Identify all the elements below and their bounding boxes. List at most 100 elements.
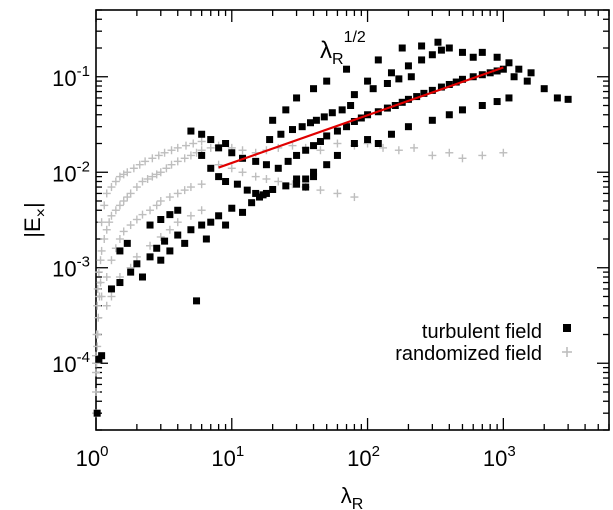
legend-marker-turbulent <box>563 324 571 332</box>
turbulent-point <box>123 239 131 247</box>
turbulent-point <box>510 73 518 81</box>
randomized-point <box>92 368 100 377</box>
turbulent-point <box>228 149 236 157</box>
turbulent-point <box>434 38 442 46</box>
turbulent-point <box>350 140 358 148</box>
turbulent-point <box>98 352 106 360</box>
turbulent-point <box>469 53 477 61</box>
randomized-point <box>95 292 104 301</box>
turbulent-point <box>343 65 351 73</box>
randomized-point <box>189 139 198 148</box>
turbulent-point <box>310 85 318 93</box>
randomized-point <box>156 168 165 177</box>
turbulent-point <box>207 136 215 144</box>
randomized-point <box>123 193 132 202</box>
randomized-point <box>107 292 116 301</box>
x-axis-label: λR <box>341 483 364 510</box>
turbulent-point <box>239 208 247 216</box>
turbulent-point <box>269 116 277 124</box>
turbulent-point <box>499 65 507 73</box>
turbulent-point <box>333 151 341 159</box>
turbulent-point <box>312 116 320 124</box>
turbulent-point <box>428 51 436 59</box>
randomized-point <box>238 168 247 177</box>
randomized-point <box>197 137 206 146</box>
turbulent-point <box>404 62 412 70</box>
turbulent-point <box>222 140 230 148</box>
turbulent-point <box>146 221 154 229</box>
turbulent-point <box>395 75 403 83</box>
turbulent-point <box>269 185 277 193</box>
randomized-point <box>100 201 109 210</box>
randomized-point <box>165 193 174 202</box>
turbulent-point <box>302 175 310 183</box>
randomized-point <box>333 139 342 148</box>
randomized-point <box>126 189 135 198</box>
randomized-point <box>100 235 109 244</box>
turbulent-point <box>293 180 301 188</box>
legend-label-randomized: randomized field <box>395 343 542 365</box>
randomized-point <box>262 174 271 183</box>
randomized-point <box>97 218 106 227</box>
turbulent-point <box>198 151 206 159</box>
turbulent-point <box>310 168 318 176</box>
turbulent-point <box>146 253 154 261</box>
turbulent-point <box>374 56 382 64</box>
randomized-point <box>132 215 141 224</box>
turbulent-point <box>310 142 318 150</box>
x-tick-label: 103 <box>483 443 516 471</box>
randomized-point <box>111 206 120 215</box>
randomized-point <box>94 313 103 322</box>
randomized-point <box>105 218 114 227</box>
randomized-point <box>186 211 195 220</box>
turbulent-point <box>540 85 548 93</box>
turbulent-point <box>307 119 315 127</box>
turbulent-point <box>293 151 301 159</box>
turbulent-point <box>293 94 301 102</box>
randomized-point <box>173 189 182 198</box>
randomized-point <box>162 164 171 173</box>
fit-label-main: λ <box>320 37 332 64</box>
turbulent-point <box>420 89 428 97</box>
randomized-point <box>93 330 102 339</box>
turbulent-point <box>274 164 282 172</box>
turbulent-point <box>323 161 331 169</box>
turbulent-point <box>469 73 477 81</box>
randomized-point <box>132 252 141 261</box>
turbulent-point <box>493 53 501 61</box>
randomized-point <box>96 256 105 265</box>
turbulent-point <box>505 94 513 102</box>
randomized-point <box>148 154 157 163</box>
randomized-point <box>93 284 102 293</box>
randomized-point <box>167 146 176 155</box>
turbulent-point <box>116 279 124 287</box>
y-tick-label: 10-2 <box>52 158 90 186</box>
turbulent-point <box>252 189 260 197</box>
randomized-point <box>135 160 144 169</box>
y-tick-label: 10-1 <box>52 63 90 91</box>
randomized-point <box>160 148 169 157</box>
turbulent-point <box>153 244 161 252</box>
randomized-point <box>126 221 135 230</box>
turbulent-point <box>323 132 331 140</box>
randomized-point <box>102 189 111 198</box>
turbulent-point <box>293 175 301 183</box>
randomized-point <box>115 235 124 244</box>
turbulent-point <box>233 180 241 188</box>
turbulent-point <box>302 183 310 191</box>
turbulent-point <box>255 193 263 201</box>
turbulent-point <box>310 173 318 181</box>
randomized-point <box>129 164 138 173</box>
randomized-point <box>96 278 105 287</box>
randomized-point <box>156 196 165 205</box>
randomized-point <box>394 146 403 155</box>
randomized-point <box>102 273 111 282</box>
randomized-point <box>333 189 342 198</box>
turbulent-point <box>127 268 135 276</box>
legend-marker-randomized <box>562 347 572 357</box>
turbulent-point <box>452 78 460 86</box>
turbulent-point <box>187 127 195 135</box>
turbulent-point <box>116 247 124 255</box>
turbulent-point <box>413 93 421 101</box>
turbulent-point <box>364 136 372 144</box>
